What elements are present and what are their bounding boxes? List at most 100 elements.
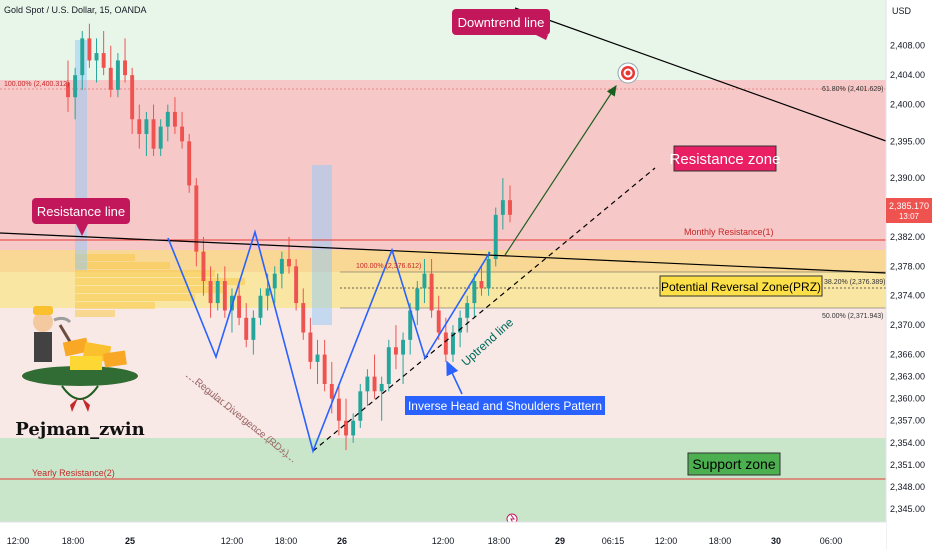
candle	[465, 295, 470, 333]
prz-text: Potential Reversal Zone(PRZ)	[661, 280, 821, 294]
candle	[66, 60, 70, 112]
divergence-line	[185, 375, 294, 463]
time-tick-label: 12:00	[7, 536, 30, 546]
downtrend-line	[514, 7, 887, 142]
price-tick-label: 2,360.00	[890, 394, 925, 404]
ihs-pattern-zigzag	[167, 229, 491, 454]
current-price-tag: 2,385.170 13:07	[886, 198, 932, 223]
candle	[301, 288, 306, 340]
volume-profile-bar	[75, 310, 115, 317]
candle	[258, 288, 263, 326]
candle	[222, 266, 227, 318]
candle	[123, 38, 127, 83]
candle	[73, 67, 78, 120]
candle	[165, 104, 170, 142]
price-tick-label: 2,370.00	[890, 320, 925, 330]
candle	[479, 266, 484, 296]
volume-profile-bar	[75, 294, 195, 301]
support-zone-label: Support zone	[687, 452, 781, 476]
candle	[315, 339, 320, 384]
candle	[372, 354, 377, 399]
candle	[365, 369, 370, 407]
downtrend-callout: Downtrend line	[452, 9, 550, 40]
candle	[187, 133, 192, 193]
monthly-resistance-text: Monthly Resistance(1)	[684, 227, 774, 237]
time-tick-label: 18:00	[275, 536, 298, 546]
target-icon	[617, 62, 639, 84]
resistance-zone-label: Resistance zone	[670, 145, 781, 172]
price-tick-label: 2,378.00	[890, 261, 925, 271]
time-tick-label: 26	[337, 536, 347, 546]
candle	[87, 23, 92, 68]
candle	[500, 178, 505, 230]
upper-bg-tint	[0, 0, 886, 80]
candle	[108, 45, 113, 98]
time-tick-label: 29	[555, 536, 565, 546]
fib-618-text: 61.80% (2,401.629)	[822, 86, 884, 93]
volume-profile-bar	[75, 262, 170, 269]
candle	[101, 31, 106, 76]
candle	[336, 383, 341, 436]
yearly-resistance-text: Yearly Resistance(2)	[32, 468, 115, 478]
candle	[429, 258, 434, 318]
candle	[287, 236, 291, 274]
candle	[151, 104, 156, 157]
candle	[379, 376, 384, 421]
candle	[215, 273, 220, 311]
time-axis[interactable]	[0, 522, 886, 550]
ihs-label: Inverse Head and Shoulders Pattern	[405, 396, 605, 415]
time-tick-label: 30	[771, 536, 781, 546]
volume-profile-bar	[75, 278, 245, 285]
candle	[144, 111, 149, 157]
candle	[401, 332, 406, 384]
currency-label: USD	[892, 6, 912, 16]
candle	[172, 97, 177, 134]
time-tick-label: 12:00	[655, 536, 678, 546]
candle	[208, 266, 213, 318]
candle	[415, 281, 420, 326]
candle	[194, 178, 199, 267]
candle	[115, 53, 120, 98]
candle	[308, 317, 313, 370]
price-tick-label: 2,348.00	[890, 482, 925, 492]
candle	[344, 398, 348, 451]
price-tick-label: 2,374.00	[890, 291, 925, 301]
candle	[422, 258, 427, 304]
countdown-text: 13:07	[899, 212, 920, 221]
price-tick-label: 2,351.00	[890, 460, 925, 470]
resistance-line-callout: Resistance line	[32, 198, 130, 236]
price-tick-label: 2,363.00	[890, 372, 925, 382]
volume-profile-bar	[75, 286, 225, 293]
time-tick-label: 06:00	[820, 536, 843, 546]
time-tick-label: 12:00	[432, 536, 455, 546]
fib-100-mid-text: 100.00% (2,376.612)	[356, 263, 421, 270]
candle	[230, 288, 234, 333]
candle	[237, 281, 242, 326]
price-tick-label: 2,390.00	[890, 173, 925, 183]
resistance-zone-text: Resistance zone	[670, 151, 781, 168]
time-tick-label: 12:00	[221, 536, 244, 546]
fib-50-text: 50.00% (2,371.943)	[822, 313, 884, 320]
price-ticks: 2,345.00 2,348.00 2,351.00 2,354.00 2,357.00…	[890, 41, 925, 514]
candle	[322, 339, 327, 392]
support-zone-area	[0, 438, 886, 522]
price-axis[interactable]	[886, 0, 932, 550]
candle	[251, 310, 256, 355]
volume-profile-bar	[75, 254, 135, 261]
price-tick-label: 2,357.00	[890, 416, 925, 426]
time-tick-label: 18:00	[62, 536, 85, 546]
candle	[130, 67, 135, 134]
uptrend-line	[312, 167, 656, 452]
fib-382-text: 38.20% (2,376.389)	[824, 279, 886, 286]
time-ticks: 12:00 18:00 25 12:00 18:00 26 12:00 18:00 29 06:1…	[7, 536, 843, 546]
time-tick-label: 25	[125, 536, 135, 546]
candle	[493, 207, 498, 267]
candle	[94, 38, 99, 83]
candle	[393, 325, 398, 370]
pejman-logo: Pejman_zwin	[15, 306, 145, 440]
ihs-text: Inverse Head and Shoulders Pattern	[408, 399, 602, 413]
target-arrow	[504, 84, 617, 256]
candle	[386, 339, 391, 392]
